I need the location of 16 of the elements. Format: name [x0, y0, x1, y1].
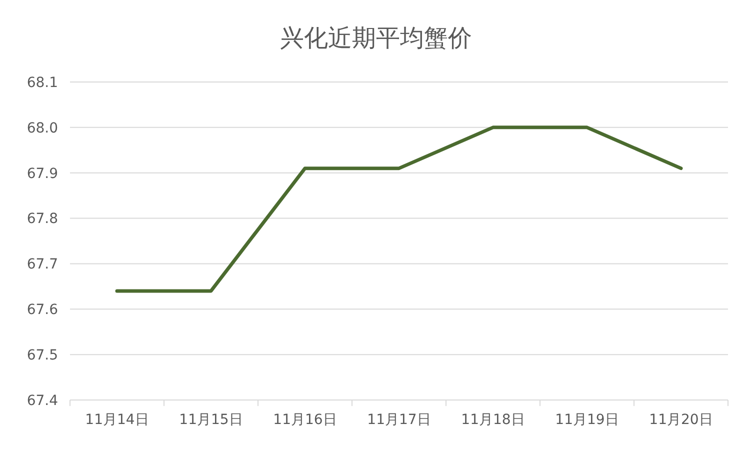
y-tick-label: 67.4 [26, 392, 58, 409]
x-tick-label: 11月20日 [649, 412, 713, 428]
x-tick-label: 11月19日 [555, 412, 619, 428]
y-tick-label: 67.9 [26, 166, 58, 182]
y-tick-label: 68.0 [26, 120, 58, 136]
y-tick-label: 68.1 [26, 74, 58, 91]
x-tick-label: 11月18日 [461, 412, 525, 428]
x-tick-label: 11月17日 [367, 412, 431, 428]
x-tick-label: 11月15日 [179, 412, 243, 428]
x-tick-label: 11月14日 [85, 412, 149, 428]
y-tick-label: 67.8 [26, 211, 58, 228]
x-tick-label: 11月16日 [273, 412, 337, 428]
y-tick-label: 67.6 [26, 302, 58, 318]
chart-title: 兴化近期平均蟹价 [280, 24, 472, 52]
y-tick-label: 67.5 [26, 347, 58, 364]
y-tick-label: 67.7 [26, 256, 58, 273]
